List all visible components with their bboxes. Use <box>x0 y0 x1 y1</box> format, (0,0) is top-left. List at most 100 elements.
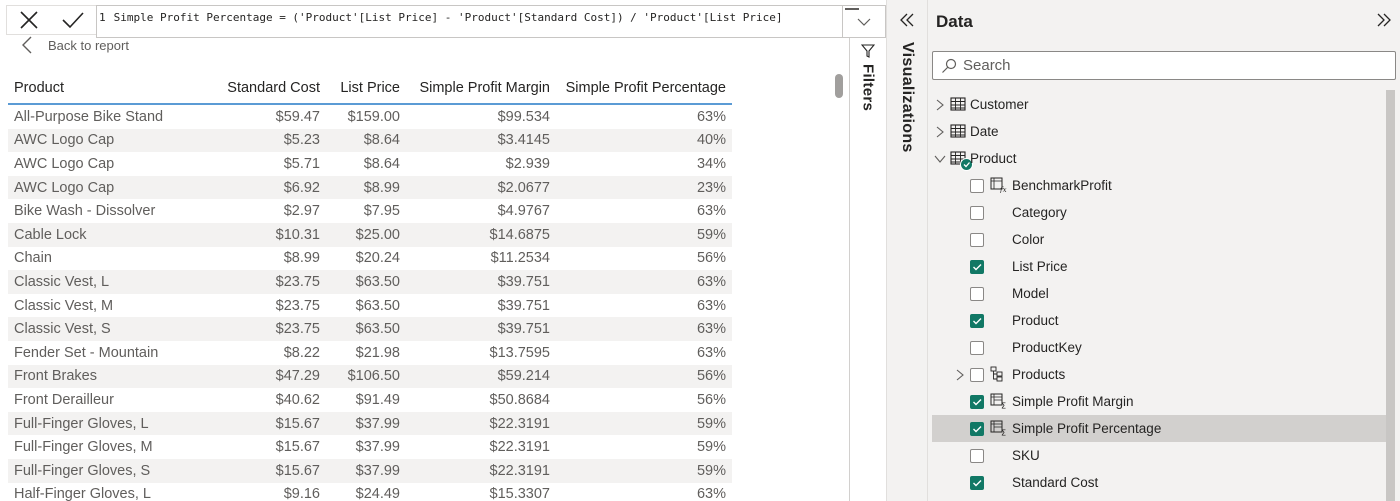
chevron-left-icon <box>22 36 32 54</box>
table-row[interactable]: Half-Finger Gloves, L $9.16 $24.49 $15.3307… <box>8 483 732 501</box>
table-row[interactable]: AWC Logo Cap $5.71 $8.64 $2.939 34% <box>8 152 732 176</box>
cell-standard-cost: $9.16 <box>283 486 320 501</box>
cell-simple-profit-margin: $59.214 <box>497 368 550 385</box>
field-name: Standard Cost <box>1012 475 1099 490</box>
collapse-data-pane-button[interactable] <box>1376 12 1392 32</box>
field-checkbox[interactable] <box>970 259 984 274</box>
table-node-product[interactable]: Product <box>932 145 1386 172</box>
cell-list-price: $8.99 <box>363 179 400 196</box>
column-header-simple-profit-margin[interactable]: Simple Profit Margin <box>419 79 550 96</box>
field-standard-cost[interactable]: Standard Cost <box>932 469 1386 496</box>
table-row[interactable]: Front Derailleur $40.62 $91.49 $50.8684 56% <box>8 388 732 412</box>
field-checkbox[interactable] <box>970 394 984 409</box>
field-list-scrollbar[interactable] <box>1386 90 1395 501</box>
field-checkbox[interactable] <box>970 205 984 220</box>
formula-bar: 1 Simple Profit Percentage = ('Product'[L… <box>0 0 886 38</box>
column-header-standard-cost[interactable]: Standard Cost <box>227 79 320 96</box>
search-input[interactable] <box>963 57 1383 74</box>
table-row[interactable]: Cable Lock $10.31 $25.00 $14.6875 59% <box>8 222 732 247</box>
field-product[interactable]: Product <box>932 307 1386 334</box>
table-node-date[interactable]: Date <box>932 118 1386 145</box>
cell-simple-profit-percentage: 63% <box>696 344 726 361</box>
field-simple-profit-margin[interactable]: Σ Simple Profit Margin <box>932 388 1386 415</box>
table-row[interactable]: Full-Finger Gloves, S $15.67 $37.99 $22.319… <box>8 458 732 483</box>
table-row[interactable]: Full-Finger Gloves, L $15.67 $37.99 $22.319… <box>8 411 732 436</box>
commit-formula-button[interactable] <box>62 10 84 30</box>
cell-simple-profit-percentage: 40% <box>696 132 726 149</box>
table-row[interactable]: Classic Vest, M $23.75 $63.50 $39.751 63% <box>8 294 732 318</box>
field-checkbox[interactable] <box>970 367 984 382</box>
table-row[interactable]: Chain $8.99 $20.24 $11.2534 56% <box>8 247 732 271</box>
column-header-simple-profit-percentage[interactable]: Simple Profit Percentage <box>565 79 726 96</box>
cell-product: Classic Vest, S <box>14 321 111 338</box>
field-name: Category <box>1012 205 1067 220</box>
field-checkbox[interactable] <box>970 178 984 193</box>
cell-standard-cost: $8.22 <box>283 344 320 361</box>
data-search-box[interactable] <box>932 51 1396 80</box>
cell-product: AWC Logo Cap <box>14 179 115 196</box>
field-checkbox[interactable] <box>970 475 984 490</box>
cell-simple-profit-margin: $99.534 <box>497 108 550 125</box>
table-row[interactable]: Front Brakes $47.29 $106.50 $59.214 56% <box>8 364 732 389</box>
table-row[interactable]: Bike Wash - Dissolver $2.97 $7.95 $4.9767 63… <box>8 199 732 223</box>
field-sku[interactable]: SKU <box>932 442 1386 469</box>
table-name: Date <box>970 124 999 139</box>
checkmark-icon <box>62 12 84 29</box>
cell-product: Cable Lock <box>14 226 87 243</box>
data-table: Product Standard Cost List Price Simple … <box>8 72 732 501</box>
table-row[interactable]: AWC Logo Cap $5.23 $8.64 $3.4145 40% <box>8 128 732 153</box>
cell-standard-cost: $15.67 <box>275 462 320 479</box>
table-scrollbar[interactable] <box>835 74 843 98</box>
field-color[interactable]: Color <box>932 226 1386 253</box>
cell-list-price: $37.99 <box>355 415 400 432</box>
close-icon <box>20 11 38 29</box>
table-node-customer[interactable]: Customer <box>932 91 1386 118</box>
chevron-right-icon[interactable] <box>954 369 966 381</box>
field-checkbox[interactable] <box>970 340 984 355</box>
cell-product: Half-Finger Gloves, L <box>14 486 151 501</box>
chevron-right-icon[interactable] <box>934 126 946 138</box>
cell-simple-profit-percentage: 23% <box>696 179 726 196</box>
table-name: Product <box>970 151 1017 166</box>
cell-simple-profit-percentage: 34% <box>696 155 726 172</box>
field-productkey[interactable]: ProductKey <box>932 334 1386 361</box>
filters-pane-collapsed[interactable]: Filters <box>850 38 886 501</box>
cell-list-price: $8.64 <box>363 132 400 149</box>
cell-list-price: $7.95 <box>363 203 400 220</box>
cell-list-price: $106.50 <box>347 368 400 385</box>
back-to-report-link[interactable]: Back to report <box>22 36 129 54</box>
cell-product: Full-Finger Gloves, M <box>14 439 153 456</box>
cell-product: AWC Logo Cap <box>14 155 115 172</box>
field-name: ProductKey <box>1012 340 1082 355</box>
field-checkbox[interactable] <box>970 448 984 463</box>
column-header-product[interactable]: Product <box>14 79 64 96</box>
cancel-formula-button[interactable] <box>19 10 39 30</box>
cell-simple-profit-percentage: 63% <box>696 203 726 220</box>
field-benchmarkprofit[interactable]: fx BenchmarkProfit <box>932 172 1386 199</box>
cell-simple-profit-margin: $22.3191 <box>489 439 550 456</box>
field-checkbox[interactable] <box>970 232 984 247</box>
filter-icon <box>861 44 875 58</box>
table-row[interactable]: All-Purpose Bike Stand $59.47 $159.00 $99.5… <box>8 105 732 129</box>
table-row[interactable]: Full-Finger Gloves, M $15.67 $37.99 $22.319… <box>8 435 732 459</box>
field-category[interactable]: Category <box>932 199 1386 226</box>
table-row[interactable]: Classic Vest, L $23.75 $63.50 $39.751 63% <box>8 270 732 294</box>
field-simple-profit-percentage[interactable]: Σ Simple Profit Percentage <box>932 415 1386 442</box>
cell-simple-profit-percentage: 59% <box>696 226 726 243</box>
column-header-list-price[interactable]: List Price <box>340 79 400 96</box>
expand-formula-button[interactable] <box>843 5 886 38</box>
chevron-down-icon[interactable] <box>934 153 946 165</box>
field-checkbox[interactable] <box>970 421 984 436</box>
field-products[interactable]: Products <box>932 361 1386 388</box>
field-list-price[interactable]: List Price <box>932 253 1386 280</box>
visualizations-pane-collapsed[interactable]: Visualizations <box>886 0 927 501</box>
data-pane-title: Data <box>936 12 973 31</box>
formula-input[interactable]: 1 Simple Profit Percentage = ('Product'[L… <box>96 5 843 38</box>
field-checkbox[interactable] <box>970 313 984 328</box>
table-row[interactable]: Fender Set - Mountain $8.22 $21.98 $13.7595… <box>8 341 732 365</box>
chevron-right-icon[interactable] <box>934 99 946 111</box>
table-row[interactable]: AWC Logo Cap $6.92 $8.99 $2.0677 23% <box>8 175 732 200</box>
field-model[interactable]: Model <box>932 280 1386 307</box>
table-row[interactable]: Classic Vest, S $23.75 $63.50 $39.751 63% <box>8 317 732 341</box>
field-checkbox[interactable] <box>970 286 984 301</box>
